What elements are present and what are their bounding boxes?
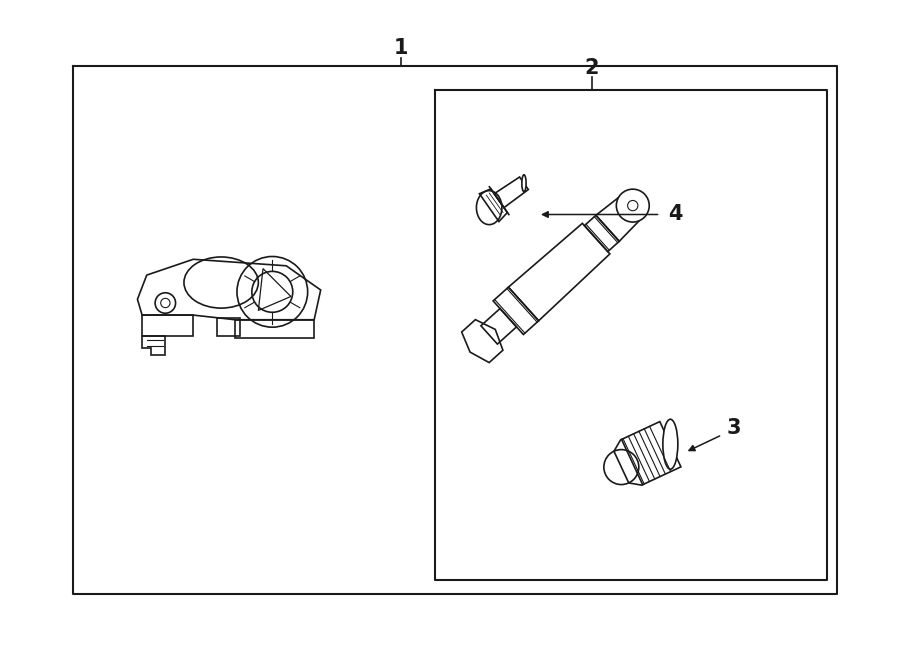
Text: 3: 3 xyxy=(726,418,742,438)
Text: 2: 2 xyxy=(585,58,599,77)
Ellipse shape xyxy=(616,189,649,222)
Ellipse shape xyxy=(663,419,678,469)
Text: 4: 4 xyxy=(668,205,682,224)
Text: 1: 1 xyxy=(394,38,409,58)
Ellipse shape xyxy=(522,175,526,192)
